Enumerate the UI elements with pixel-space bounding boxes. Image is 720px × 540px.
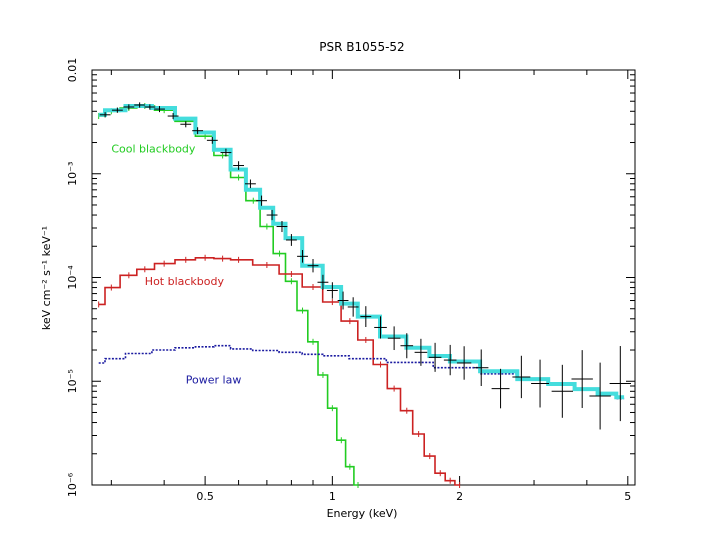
series-hot-blackbody: [98, 257, 460, 486]
data-point: [456, 346, 472, 380]
data-point: [111, 107, 123, 113]
data-point: [317, 274, 329, 290]
data-point: [326, 282, 338, 299]
data-point: [609, 346, 632, 422]
data-points-layer: [99, 102, 632, 430]
series-power-law: [98, 344, 625, 400]
data-point: [387, 326, 401, 351]
x-tick-labels: 0.5 1 2 5: [196, 490, 631, 503]
data-point: [192, 127, 204, 135]
data-point: [123, 104, 135, 110]
series-cool-blackbody: [98, 105, 358, 486]
data-point: [134, 102, 146, 108]
data-point: [374, 316, 387, 339]
series-annotations: Cool blackbody Hot blackbody Power law: [111, 143, 241, 387]
y-axis-label: keV cm⁻² s⁻¹ keV⁻¹: [40, 226, 53, 330]
y-tick-label: 0.01: [66, 58, 79, 83]
y-tick-label: 10⁻⁶: [66, 472, 79, 497]
data-point: [154, 106, 165, 113]
annotation-hot-blackbody: Hot blackbody: [145, 275, 225, 288]
axis-ticks: [92, 69, 635, 486]
data-point: [531, 359, 550, 408]
x-tick-label: 1: [329, 490, 336, 503]
chart-title: PSR B1055-52: [319, 40, 404, 54]
data-point: [443, 344, 457, 376]
data-point: [337, 291, 349, 310]
annotation-power-law: Power law: [186, 374, 242, 387]
data-point: [256, 195, 267, 206]
x-tick-label: 5: [624, 490, 631, 503]
y-tick-labels: 0.01 10⁻³ 10⁻⁴ 10⁻⁵ 10⁻⁶: [66, 58, 79, 497]
data-point: [220, 148, 232, 157]
data-point: [245, 179, 256, 189]
data-point: [512, 355, 531, 399]
data-point: [206, 136, 218, 144]
series-layer: [98, 102, 625, 488]
data-point: [144, 104, 156, 110]
data-point: [266, 209, 278, 221]
data-point: [589, 362, 611, 430]
data-point: [99, 112, 111, 118]
y-tick-label: 10⁻⁵: [66, 369, 79, 393]
x-tick-label: 0.5: [196, 490, 214, 503]
data-point: [180, 121, 192, 128]
x-axis-label: Energy (keV): [327, 507, 398, 520]
data-point: [551, 364, 574, 418]
data-point: [414, 338, 428, 366]
data-point: [571, 350, 593, 408]
data-point: [400, 333, 414, 359]
data-point: [474, 349, 489, 386]
y-tick-label: 10⁻³: [66, 162, 79, 186]
data-point: [276, 221, 288, 233]
x-tick-label: 2: [456, 490, 463, 503]
data-point: [307, 258, 319, 273]
data-point: [360, 306, 372, 328]
annotation-cool-blackbody: Cool blackbody: [111, 143, 196, 156]
data-point: [233, 161, 245, 170]
data-point: [491, 368, 510, 409]
data-point: [285, 234, 297, 246]
data-point: [347, 297, 359, 317]
data-point: [167, 112, 179, 120]
data-point: [428, 342, 442, 372]
data-point: [297, 250, 308, 263]
y-tick-label: 10⁻⁴: [66, 265, 79, 290]
